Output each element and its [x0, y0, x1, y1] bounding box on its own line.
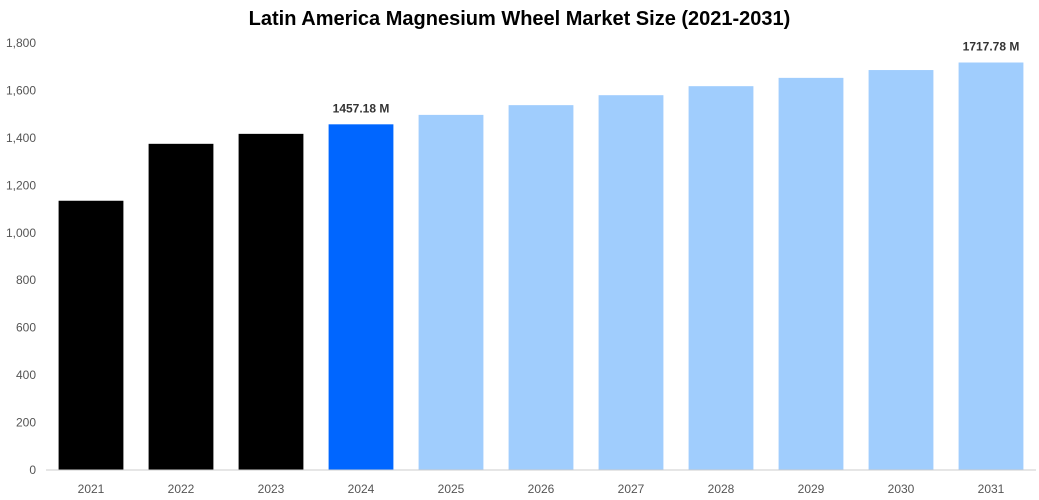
y-tick-label: 400 — [16, 368, 36, 382]
y-tick-label: 1,200 — [6, 178, 36, 192]
chart-title: Latin America Magnesium Wheel Market Siz… — [248, 8, 791, 30]
y-tick-label: 1,400 — [6, 131, 36, 145]
x-tick-label: 2025 — [438, 482, 465, 496]
y-tick-label: 0 — [29, 463, 36, 477]
x-tick-label: 2021 — [78, 482, 105, 496]
bar-2023 — [238, 133, 304, 470]
x-tick-label: 2022 — [168, 482, 195, 496]
x-tick-label: 2028 — [708, 482, 735, 496]
bar-2030 — [868, 70, 934, 470]
bar-2022 — [148, 143, 214, 470]
y-tick-label: 1,800 — [6, 36, 36, 50]
data-label: 1457.18 M — [333, 101, 390, 115]
y-tick-label: 800 — [16, 273, 36, 287]
x-axis: 2021 2022 2023 2024 2025 2026 2027 2028 2029 2030… — [46, 469, 1036, 496]
x-tick-label: 2023 — [258, 482, 285, 496]
bar-2021 — [58, 200, 124, 470]
bar-2027 — [598, 95, 664, 470]
bar-2028 — [688, 86, 754, 471]
y-tick-label: 600 — [16, 321, 36, 335]
x-tick-label: 2031 — [978, 482, 1005, 496]
data-labels-group: 1457.18 M 1717.78 M — [333, 40, 1020, 116]
y-axis: 0 200 400 600 800 1,000 1,200 1,400 1,600 1,800 — [6, 36, 36, 477]
bar-2025 — [418, 114, 484, 471]
bar-2029 — [778, 77, 844, 470]
bar-2026 — [508, 105, 574, 470]
bars-group — [58, 62, 1024, 471]
bar-2031 — [958, 62, 1024, 471]
x-tick-label: 2024 — [348, 482, 375, 496]
data-label: 1717.78 M — [963, 40, 1020, 54]
y-tick-label: 200 — [16, 416, 36, 430]
y-tick-label: 1,600 — [6, 83, 36, 97]
x-tick-label: 2027 — [618, 482, 645, 496]
x-tick-label: 2030 — [888, 482, 915, 496]
x-tick-label: 2029 — [798, 482, 825, 496]
y-tick-label: 1,000 — [6, 226, 36, 240]
x-tick-label: 2026 — [528, 482, 555, 496]
bar-2024 — [328, 124, 394, 470]
